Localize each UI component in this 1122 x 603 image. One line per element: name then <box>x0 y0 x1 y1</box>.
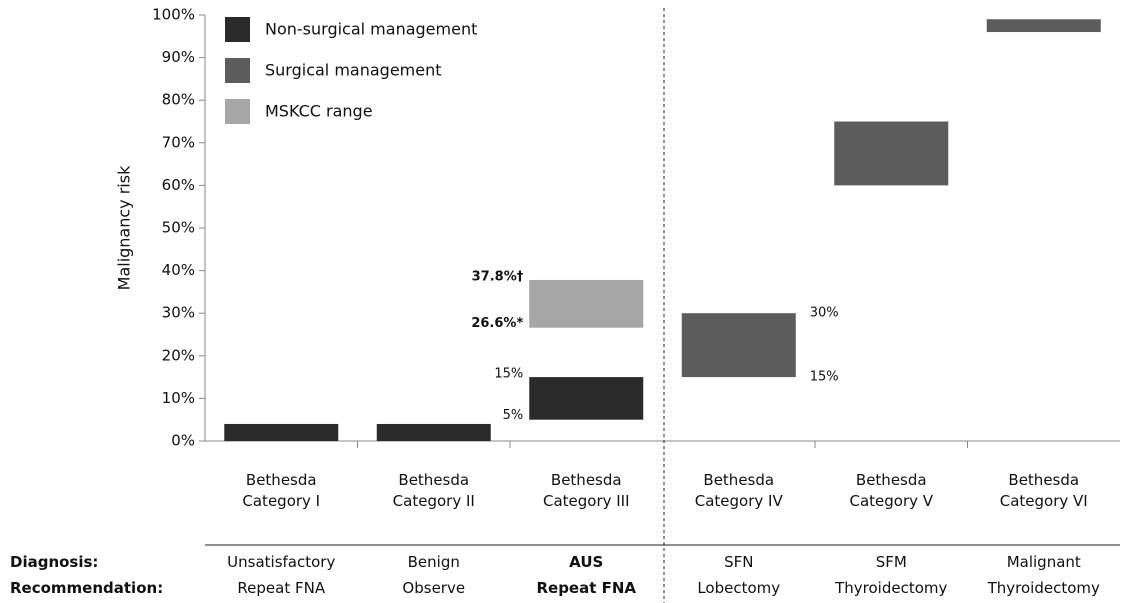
recommendation: Thyroidectomy <box>835 579 948 597</box>
legend-label: Non-surgical management <box>265 20 477 39</box>
y-tick-label: 40% <box>162 261 195 279</box>
recommendation: Observe <box>402 579 466 597</box>
x-tick-label: Bethesda Category VI <box>999 471 1088 510</box>
x-tick-label: Bethesda Category III <box>542 471 630 510</box>
recommendation: Repeat FNA <box>536 579 637 597</box>
diagnosis: SFM <box>875 553 907 571</box>
range-bar <box>376 423 491 441</box>
y-axis-label: Malignancy risk <box>115 165 134 290</box>
y-tick-label: 100% <box>152 6 195 24</box>
row-label: Recommendation: <box>10 579 164 597</box>
data-label: 26.6%* <box>471 316 523 331</box>
x-tick-label: Bethesda Category II <box>392 471 475 510</box>
range-bar <box>834 121 949 186</box>
row-label: Diagnosis: <box>10 553 99 571</box>
y-tick-label: 0% <box>171 432 195 450</box>
data-label: 15% <box>494 367 523 382</box>
y-tick-label: 70% <box>162 133 195 151</box>
data-label: 37.8%† <box>472 269 524 284</box>
data-label: 5% <box>503 408 524 423</box>
diagnosis: AUS <box>569 553 604 571</box>
diagnosis: Malignant <box>1006 553 1081 571</box>
diagnosis: Benign <box>407 553 460 571</box>
legend-swatch <box>225 17 250 42</box>
recommendation: Repeat FNA <box>237 579 326 597</box>
data-label: 30% <box>810 306 839 321</box>
diagnosis: SFN <box>724 553 754 571</box>
legend-swatch <box>225 99 250 124</box>
recommendation: Thyroidectomy <box>987 579 1100 597</box>
diagnosis: Unsatisfactory <box>227 553 336 571</box>
range-bar <box>224 423 339 441</box>
x-tick-label: Bethesda Category IV <box>694 471 783 510</box>
legend-label: MSKCC range <box>265 102 373 121</box>
range-bar <box>986 19 1101 33</box>
y-tick-label: 20% <box>162 346 195 364</box>
range-bar <box>529 377 644 420</box>
recommendation: Lobectomy <box>697 579 781 597</box>
data-label: 15% <box>810 370 839 385</box>
y-tick-label: 90% <box>162 48 195 66</box>
legend-label: Surgical management <box>265 61 442 80</box>
y-tick-label: 10% <box>162 389 195 407</box>
x-tick-label: Bethesda Category V <box>849 471 934 510</box>
x-tick-label: Bethesda Category I <box>242 471 321 510</box>
y-tick-label: 30% <box>162 304 195 322</box>
y-tick-label: 80% <box>162 91 195 109</box>
y-tick-label: 50% <box>162 219 195 237</box>
range-bar <box>529 279 644 328</box>
range-bar <box>681 313 796 378</box>
legend-swatch <box>225 58 250 83</box>
y-tick-label: 60% <box>162 176 195 194</box>
